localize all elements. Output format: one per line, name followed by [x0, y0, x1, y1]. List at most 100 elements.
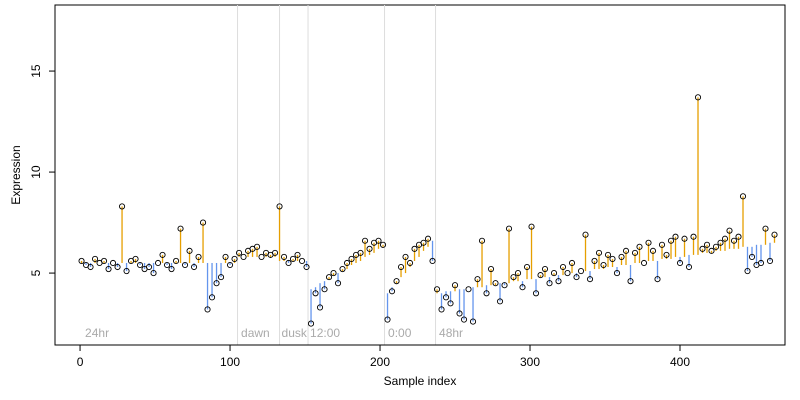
point [546, 280, 553, 287]
point [501, 282, 508, 289]
point [217, 274, 225, 281]
point [181, 261, 189, 269]
point [276, 203, 283, 210]
point [474, 276, 481, 283]
point [658, 241, 666, 248]
point [447, 300, 454, 307]
point [640, 259, 648, 267]
point [613, 270, 621, 277]
point [699, 245, 706, 252]
x-tick-label: 300 [520, 355, 540, 369]
point [388, 288, 396, 295]
point [460, 316, 468, 323]
point [676, 259, 684, 267]
region-label: 24hr [85, 326, 109, 340]
point [438, 306, 445, 313]
x-tick-label: 200 [370, 355, 390, 369]
point [172, 257, 180, 265]
point [721, 235, 729, 242]
point [136, 261, 144, 269]
point [528, 223, 535, 230]
point [703, 241, 711, 248]
point [330, 270, 337, 277]
point [199, 219, 207, 226]
point [271, 249, 279, 256]
point [348, 255, 355, 262]
point [505, 225, 513, 232]
point [645, 239, 652, 246]
point [600, 261, 607, 269]
point [123, 268, 130, 275]
point [145, 263, 153, 271]
point [519, 284, 526, 291]
point [510, 274, 517, 281]
point [316, 304, 324, 311]
point [748, 253, 756, 260]
point [681, 235, 688, 242]
point [339, 265, 346, 273]
point [357, 249, 364, 256]
point [550, 270, 558, 277]
point [253, 243, 261, 250]
point [298, 257, 306, 265]
point [631, 249, 639, 256]
point [523, 263, 531, 271]
point [177, 225, 184, 232]
point [411, 245, 418, 252]
x-tick-label: 0 [77, 355, 84, 369]
point [231, 255, 238, 262]
point [384, 316, 391, 323]
point [208, 294, 216, 301]
point [132, 255, 139, 262]
point [240, 253, 247, 260]
region-label: 12:00 [310, 326, 340, 340]
point [618, 253, 625, 260]
point [649, 247, 657, 254]
point [294, 251, 301, 258]
point [186, 247, 193, 254]
point [321, 286, 328, 293]
point [366, 245, 373, 252]
point [672, 233, 679, 240]
point [159, 251, 166, 258]
point [564, 270, 571, 277]
point [483, 290, 490, 297]
point [708, 247, 715, 254]
point [537, 272, 544, 279]
point [289, 255, 297, 262]
point [762, 225, 769, 232]
point [577, 268, 585, 275]
point [109, 259, 117, 267]
point [397, 263, 405, 271]
point [663, 251, 670, 258]
point [343, 259, 351, 267]
point [654, 276, 661, 283]
point [568, 259, 576, 267]
x-tick-label: 100 [220, 355, 240, 369]
point [150, 270, 157, 277]
point [361, 237, 369, 244]
point [420, 239, 427, 246]
point [766, 257, 774, 265]
point [757, 259, 765, 267]
point [717, 239, 724, 246]
point [469, 318, 477, 325]
point [78, 257, 85, 265]
point [226, 261, 234, 269]
point [555, 278, 562, 285]
point [573, 274, 580, 281]
point [285, 259, 292, 267]
point [307, 320, 315, 327]
point [118, 203, 126, 210]
point [154, 259, 162, 267]
region-label: 48hr [439, 326, 463, 340]
point [105, 265, 112, 273]
point [604, 251, 612, 258]
point [442, 294, 450, 301]
point [667, 237, 675, 244]
point [726, 227, 733, 234]
point [492, 280, 499, 287]
point [595, 249, 603, 256]
y-tick-label: 10 [29, 165, 43, 179]
